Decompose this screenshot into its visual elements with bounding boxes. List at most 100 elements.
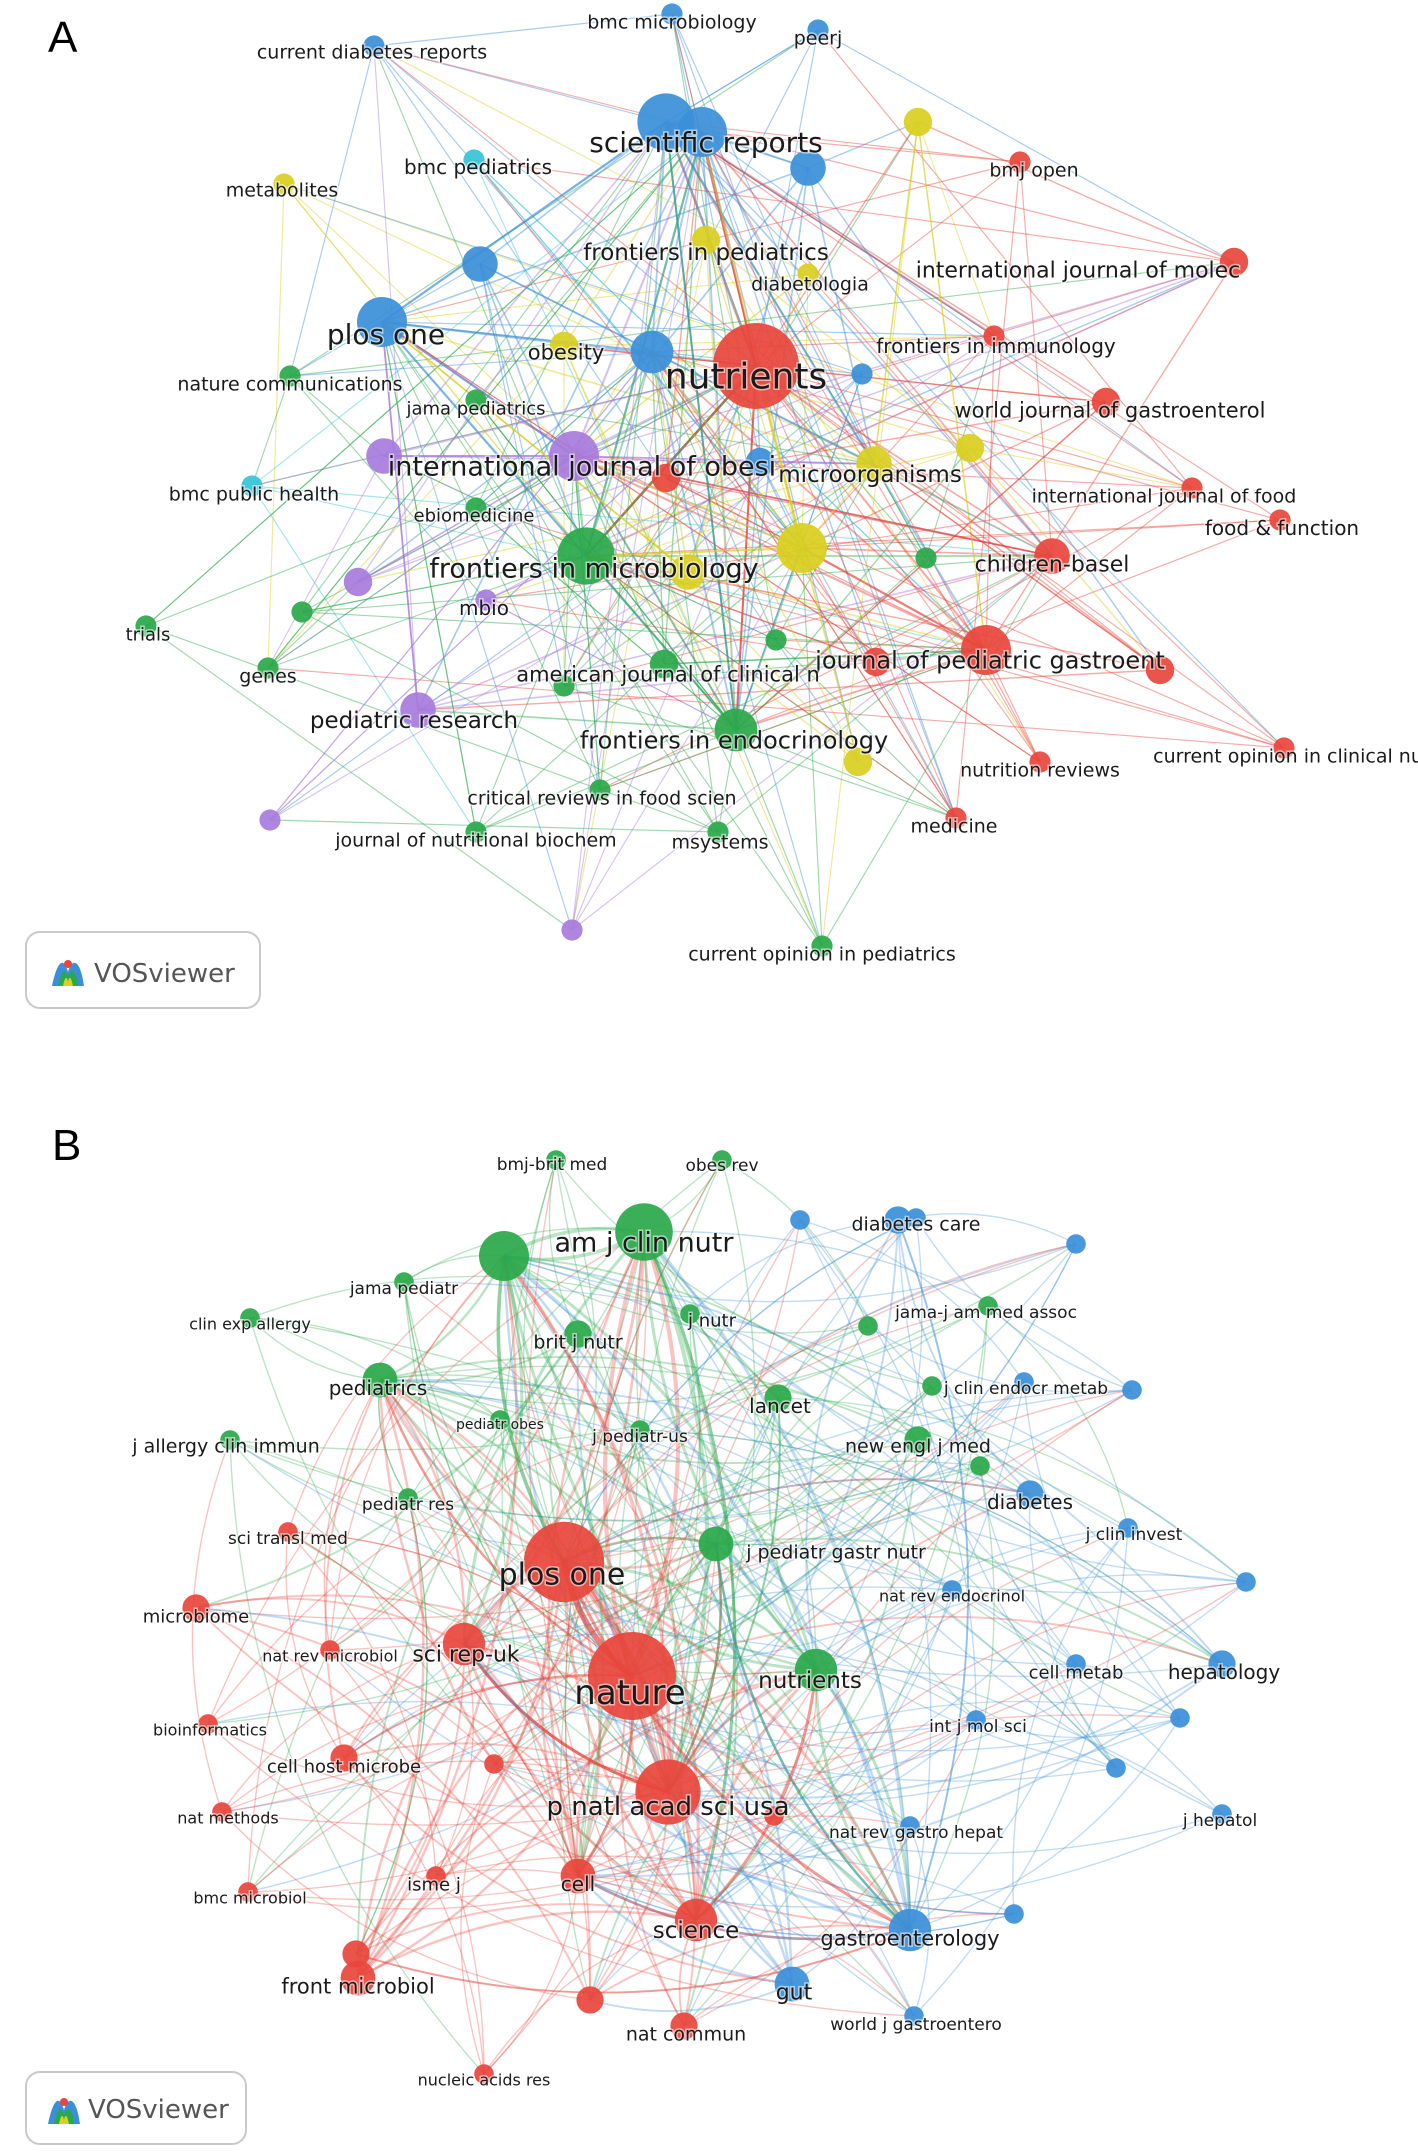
- node-international-journal-of-molec[interactable]: [1219, 247, 1249, 277]
- node-current-diabetes-reports[interactable]: [363, 35, 385, 57]
- node-pediatr-obes[interactable]: [490, 1410, 510, 1430]
- node-nat-methods[interactable]: [212, 1802, 232, 1822]
- node-nutrients[interactable]: [713, 323, 799, 409]
- node-unlabeled[interactable]: [1122, 1380, 1142, 1400]
- node-bmc-public-health[interactable]: [241, 475, 263, 497]
- node-unlabeled[interactable]: [745, 447, 775, 477]
- node-unlabeled[interactable]: [1106, 1758, 1126, 1778]
- node-frontiers-in-immunology[interactable]: [983, 325, 1005, 347]
- node-frontiers-in-pediatrics[interactable]: [691, 225, 721, 255]
- node-j-clin-endocr-metab[interactable]: [1014, 1372, 1034, 1392]
- node-bmc-pediatrics[interactable]: [463, 149, 485, 171]
- node-unlabeled[interactable]: [576, 1986, 604, 2014]
- node-gut[interactable]: [774, 1966, 810, 2002]
- node-unlabeled[interactable]: [553, 675, 575, 697]
- node-unlabeled[interactable]: [790, 1210, 810, 1230]
- vosviewer-badge-b[interactable]: VOSviewer: [25, 2071, 247, 2145]
- node-hepatology[interactable]: [1208, 1650, 1236, 1678]
- vosviewer-badge-a[interactable]: VOSviewer: [25, 931, 261, 1009]
- node-unlabeled[interactable]: [1004, 1904, 1024, 1924]
- node-unlabeled[interactable]: [858, 1316, 878, 1336]
- node-sci-rep-uk[interactable]: [442, 1622, 486, 1666]
- node-lancet[interactable]: [764, 1384, 792, 1412]
- node-diabetologia[interactable]: [797, 263, 819, 285]
- node-nucleic-acids-res[interactable]: [474, 2064, 494, 2084]
- node-j-allergy-clin-immun[interactable]: [220, 1430, 240, 1450]
- node-plos-one[interactable]: [357, 297, 407, 347]
- node-jama-j-am-med-assoc[interactable]: [978, 1296, 998, 1316]
- node-american-journal-of-clinical-n[interactable]: [649, 649, 679, 679]
- node-diabetes-care[interactable]: [906, 1208, 926, 1228]
- node-mbio[interactable]: [475, 589, 497, 611]
- node-unlabeled[interactable]: [670, 554, 706, 590]
- node-unlabeled[interactable]: [462, 246, 498, 282]
- node-unlabeled[interactable]: [777, 523, 827, 573]
- node-unlabeled[interactable]: [1066, 1234, 1086, 1254]
- node-j-pediatr-us[interactable]: [630, 1420, 650, 1440]
- node-bmc-microbiology[interactable]: [661, 3, 683, 25]
- node-unlabeled[interactable]: [291, 601, 313, 623]
- node-msystems[interactable]: [707, 821, 729, 843]
- node-unlabeled[interactable]: [922, 1376, 942, 1396]
- node-journal-of-nutritional-biochem[interactable]: [465, 821, 487, 843]
- node-unlabeled[interactable]: [561, 919, 583, 941]
- node-jama-pediatr[interactable]: [394, 1272, 414, 1292]
- node-pediatrics[interactable]: [362, 1362, 398, 1398]
- node-j-pediatr-gastr-nutr[interactable]: [698, 1526, 734, 1562]
- node-unlabeled[interactable]: [651, 463, 681, 493]
- node-genes[interactable]: [257, 657, 279, 679]
- node-frontiers-in-microbiology[interactable]: [557, 527, 615, 585]
- node-unlabeled[interactable]: [366, 438, 402, 474]
- node-bmj-brit-med[interactable]: [546, 1150, 566, 1170]
- node-frontiers-in-endocrinology[interactable]: [714, 708, 758, 752]
- node-nat-rev-microbiol[interactable]: [320, 1640, 340, 1660]
- node-unlabeled[interactable]: [843, 747, 873, 777]
- node-journal-of-pediatric-gastroent[interactable]: [961, 625, 1011, 675]
- node-current-opinion-in-pediatrics[interactable]: [811, 935, 833, 957]
- node-unlabeled[interactable]: [1145, 655, 1175, 685]
- node-unlabeled[interactable]: [903, 107, 933, 137]
- node-j-hepatol[interactable]: [1212, 1804, 1232, 1824]
- node-nutrition-reviews[interactable]: [1029, 751, 1051, 773]
- node-brit-j-nutr[interactable]: [564, 1320, 592, 1348]
- node-sci-transl-med[interactable]: [278, 1522, 298, 1542]
- node-unlabeled[interactable]: [764, 1806, 784, 1826]
- node-cell-metab[interactable]: [1066, 1654, 1086, 1674]
- node-clin-exp-allergy[interactable]: [240, 1308, 260, 1328]
- node-peerj[interactable]: [807, 19, 829, 41]
- node-pediatric-research[interactable]: [400, 692, 436, 728]
- node-isme-j[interactable]: [426, 1866, 446, 1886]
- node-unlabeled[interactable]: [970, 1456, 990, 1476]
- node-int-j-mol-sci[interactable]: [966, 1710, 986, 1730]
- node-cell[interactable]: [560, 1858, 596, 1894]
- node-unlabeled[interactable]: [630, 330, 674, 374]
- node-international-journal-of-obesi[interactable]: [549, 431, 599, 481]
- node-world-journal-of-gastroenterol[interactable]: [1091, 387, 1121, 417]
- node-microbiome[interactable]: [182, 1594, 210, 1622]
- node-unlabeled[interactable]: [851, 363, 873, 385]
- node-unlabeled[interactable]: [343, 567, 373, 597]
- node-international-journal-of-food[interactable]: [1181, 477, 1203, 499]
- node-metabolites[interactable]: [273, 173, 295, 195]
- node-bioinformatics[interactable]: [198, 1714, 218, 1734]
- node-cell-host-microbe[interactable]: [330, 1744, 358, 1772]
- node-unlabeled[interactable]: [1236, 1572, 1256, 1592]
- node-food-and-function[interactable]: [1269, 509, 1291, 531]
- node-unlabeled[interactable]: [790, 150, 826, 186]
- node-trials[interactable]: [135, 615, 157, 637]
- node-microorganisms[interactable]: [856, 446, 892, 482]
- node-medicine[interactable]: [945, 807, 967, 829]
- node-science[interactable]: [674, 1898, 718, 1942]
- node-nat-rev-gastro-hepat[interactable]: [900, 1816, 920, 1836]
- node-world-j-gastroentero[interactable]: [904, 2006, 924, 2026]
- node-critical-reviews-in-food-scien[interactable]: [589, 779, 611, 801]
- node-bmj-open[interactable]: [1009, 151, 1031, 173]
- node-jama-pediatrics[interactable]: [465, 389, 487, 411]
- node-unlabeled[interactable]: [342, 1940, 370, 1968]
- node-nat-rev-endocrinol[interactable]: [942, 1580, 962, 1600]
- node-nutrients[interactable]: [794, 1648, 838, 1692]
- node-nature-communications[interactable]: [279, 365, 301, 387]
- node-front-microbiol[interactable]: [340, 1960, 376, 1996]
- node-nature[interactable]: [588, 1632, 676, 1720]
- node-j-clin-invest[interactable]: [1118, 1518, 1138, 1538]
